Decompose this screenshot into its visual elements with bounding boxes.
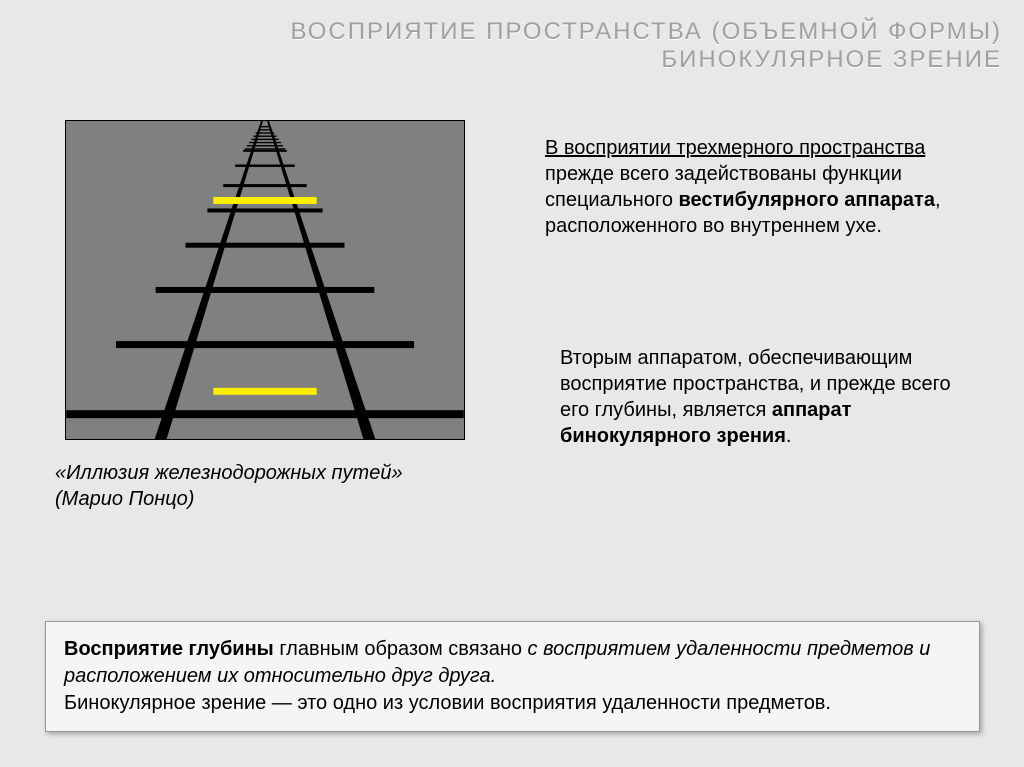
bottom-bold: Восприятие глубины [64, 638, 274, 660]
bottom-plain: главным образом связано [274, 638, 528, 660]
summary-box: Восприятие глубины главным образом связа… [45, 621, 980, 732]
paragraph-vestibular: В восприятии трехмерного пространства пр… [545, 135, 975, 239]
bottom-line2: Бинокулярное зрение — это одно из услови… [64, 692, 831, 714]
ponzo-illusion-svg [66, 121, 464, 439]
paragraph-binocular: Вторым аппаратом, обеспечивающим восприя… [560, 345, 975, 449]
slide-title: ВОСПРИЯТИЕ ПРОСТРАНСТВА (ОБЪЕМНОЙ ФОРМЫ)… [291, 18, 1002, 74]
title-line-1: ВОСПРИЯТИЕ ПРОСТРАНСТВА (ОБЪЕМНОЙ ФОРМЫ) [291, 18, 1002, 46]
para2-prefix: Вторым аппаратом, обеспечивающим восприя… [560, 347, 951, 421]
para2-suffix: . [786, 425, 792, 447]
caption-line-1: «Иллюзия железнодорожных путей» [55, 460, 403, 486]
title-line-2: БИНОКУЛЯРНОЕ ЗРЕНИЕ [291, 46, 1002, 74]
caption-line-2: (Марио Понцо) [55, 486, 403, 512]
para1-underlined: В восприятии трехмерного пространства [545, 137, 925, 159]
figure-caption: «Иллюзия железнодорожных путей» (Марио П… [55, 460, 403, 512]
ponzo-illusion-figure [65, 120, 465, 440]
para1-bold: вестибулярного аппарата [679, 189, 935, 211]
